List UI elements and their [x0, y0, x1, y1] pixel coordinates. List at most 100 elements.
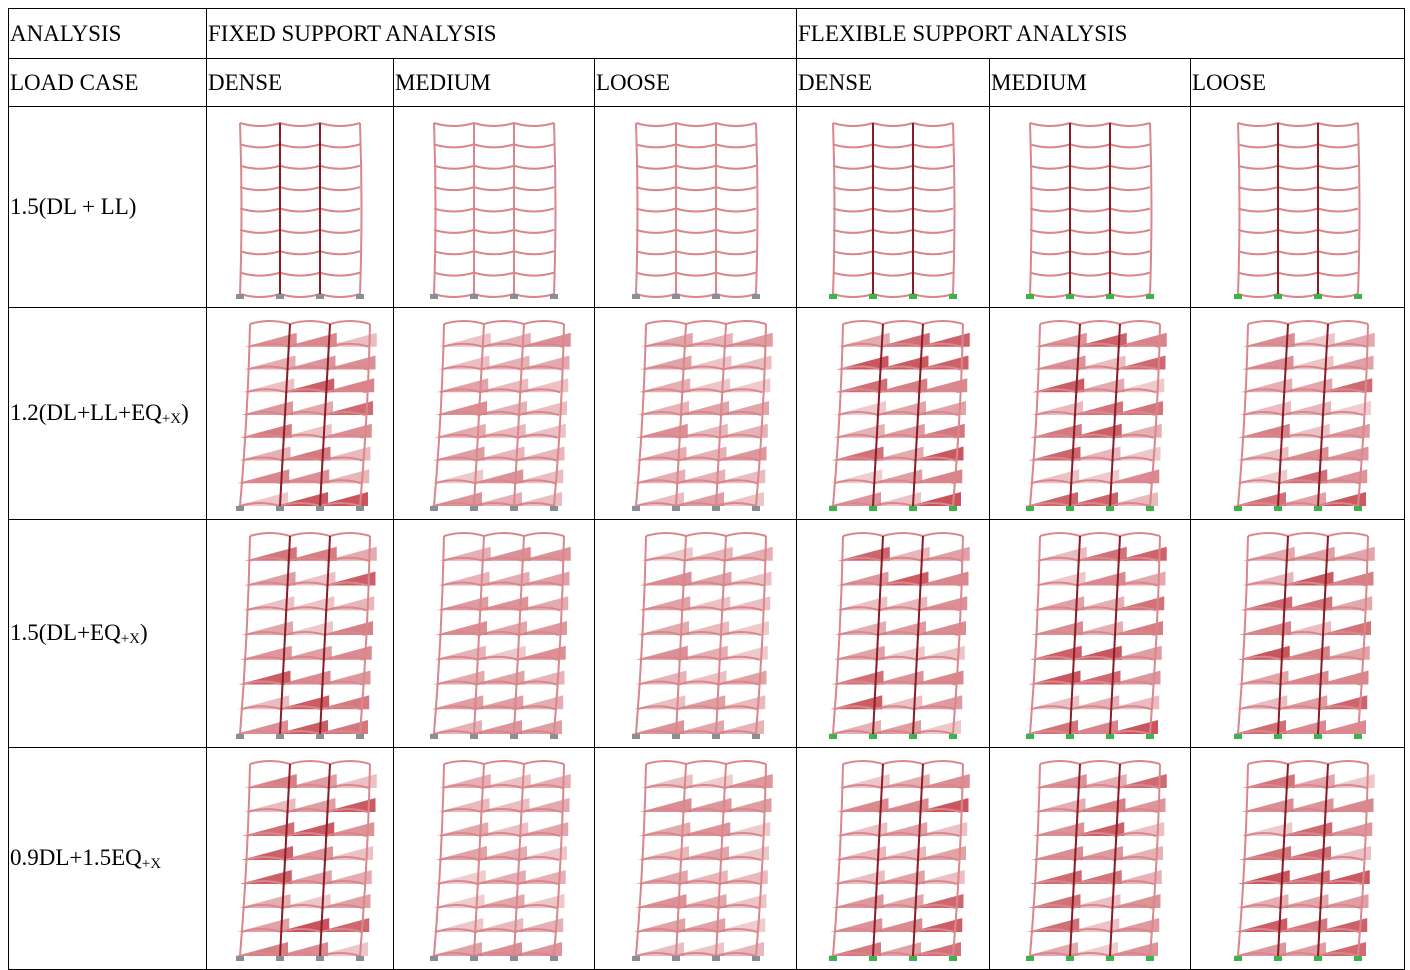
load-row: 1.5(DL+EQ+X) [8, 519, 1405, 748]
load-case-text: 0.9DL+1.5EQ [10, 844, 142, 870]
support [1353, 293, 1362, 299]
beam [319, 292, 361, 298]
support [869, 733, 877, 739]
beam [675, 501, 716, 507]
support [1273, 733, 1282, 739]
beam [521, 581, 562, 586]
moment-wedge [431, 694, 484, 709]
moment-wedge [910, 468, 963, 483]
moment-wedge [1029, 423, 1082, 438]
moment-wedge [1114, 546, 1167, 561]
moment-wedge [512, 670, 565, 684]
support [631, 293, 640, 299]
frame-diagram [236, 319, 377, 511]
moment-wedge [1317, 869, 1370, 884]
moment-wedge [680, 546, 733, 561]
moment-wedge [1066, 941, 1118, 956]
deflection-diagram [1026, 319, 1167, 511]
column [1356, 535, 1369, 734]
beam [675, 121, 716, 127]
moment-wedge [282, 377, 335, 392]
beam [327, 365, 368, 370]
moment-wedge [637, 595, 690, 610]
moment-wedge [472, 670, 525, 684]
beam [1243, 831, 1285, 837]
moment-wedge [911, 670, 964, 684]
beam [279, 501, 321, 507]
beam [841, 556, 883, 562]
moment-wedge [1277, 645, 1330, 660]
beam [1117, 365, 1158, 370]
frame-diagram [829, 319, 970, 511]
beam [519, 605, 561, 611]
column [634, 122, 638, 294]
beam [873, 478, 915, 484]
beam [280, 704, 322, 710]
moment-wedge [322, 377, 375, 392]
column [714, 323, 727, 506]
beam [715, 228, 756, 234]
moment-wedge [242, 377, 295, 392]
beam [517, 433, 559, 439]
moment-wedge [432, 446, 485, 460]
moment-wedge [679, 355, 731, 369]
moment-wedge [832, 869, 885, 884]
column [1236, 535, 1249, 734]
support [829, 293, 837, 299]
moment-wedge [1111, 400, 1163, 415]
beam [1239, 456, 1281, 461]
support [1026, 293, 1034, 299]
beam [523, 319, 565, 325]
support [711, 733, 720, 739]
frame-diagram [236, 121, 364, 299]
beam [1287, 759, 1328, 765]
diagram-cell [796, 307, 990, 520]
beam [242, 680, 283, 685]
moment-wedge [515, 400, 567, 415]
beam [675, 249, 716, 255]
beam [1035, 387, 1077, 393]
beam [1029, 729, 1071, 735]
beam [1325, 783, 1367, 789]
support [1313, 293, 1322, 299]
beam [637, 903, 679, 909]
moment-wedge [471, 468, 524, 483]
moment-wedge [1068, 893, 1121, 908]
moment-wedge [835, 821, 888, 836]
header-cell: FLEXIBLE SUPPORT ANALYSIS [796, 8, 1405, 59]
beam [1277, 185, 1318, 191]
moment-wedge [869, 719, 921, 734]
beam [832, 142, 874, 148]
frame-diagram [1026, 319, 1167, 511]
beam [1073, 879, 1115, 885]
moment-wedge [436, 821, 489, 836]
moment-wedge [433, 869, 486, 884]
column [1316, 535, 1329, 734]
beam [473, 951, 515, 957]
beam [1033, 433, 1075, 439]
beam [1277, 142, 1318, 148]
column [872, 535, 884, 734]
deflection-diagram [236, 531, 377, 739]
moment-wedge [1238, 620, 1291, 635]
beam [1109, 501, 1151, 507]
beam [434, 478, 476, 484]
moment-wedge [513, 869, 566, 884]
beam [320, 927, 362, 933]
moment-wedge [1066, 491, 1118, 506]
moment-wedge [1277, 869, 1330, 884]
beam [917, 410, 959, 416]
beam [1109, 228, 1151, 234]
moment-wedge [278, 446, 331, 460]
beam [832, 164, 874, 170]
moment-wedge [1073, 797, 1126, 812]
beam [882, 759, 924, 765]
beam [1237, 292, 1278, 298]
beam [248, 556, 290, 562]
beam [433, 228, 475, 234]
column [359, 323, 371, 506]
beam [1282, 855, 1323, 861]
moment-wedge [917, 773, 970, 788]
deflection-diagram [430, 121, 558, 299]
beam [677, 903, 719, 909]
